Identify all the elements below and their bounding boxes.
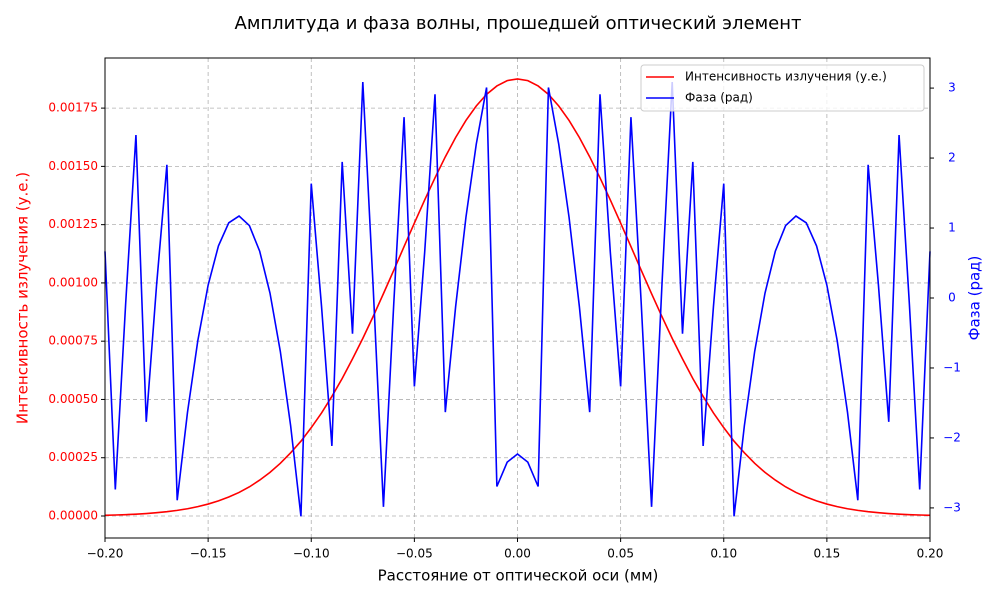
x-tick-label: 0.15 xyxy=(814,547,841,561)
y-tick-label: 0.00075 xyxy=(48,334,98,348)
y2-axis-label: Фаза (рад) xyxy=(966,256,984,341)
plot-frame xyxy=(104,57,931,539)
x-tick-label: −0.10 xyxy=(293,547,330,561)
y2-tick-label: 2 xyxy=(948,151,956,165)
x-axis-label: Расстояние от оптической оси (мм) xyxy=(378,567,659,585)
y2-tick-label: 1 xyxy=(948,221,956,235)
x-tick-label: −0.15 xyxy=(190,547,227,561)
y-tick-label: 0.00175 xyxy=(48,101,98,115)
y-tick-label: 0.00125 xyxy=(48,217,98,231)
series-line xyxy=(104,82,931,517)
x-tick-label: 0.10 xyxy=(710,547,737,561)
y-axis-label: Интенсивность излучения (у.е.) xyxy=(14,172,32,424)
legend-label: Фаза (рад) xyxy=(685,91,753,105)
y2-tick-label: −3 xyxy=(943,500,961,514)
x-tick-label: 0.00 xyxy=(504,547,531,561)
y2-tick-label: 3 xyxy=(948,81,956,95)
y2-tick-label: −1 xyxy=(943,360,961,374)
legend-box xyxy=(640,64,925,112)
y-tick-label: 0.00025 xyxy=(48,450,98,464)
y-tick-label: 0.00100 xyxy=(48,275,98,289)
chart-title: Амплитуда и фаза волны, прошедшей оптиче… xyxy=(235,13,802,34)
legend-label: Интенсивность излучения (у.е.) xyxy=(685,70,887,84)
y-tick-label: 0.00050 xyxy=(48,392,98,406)
y-tick-label: 0.00000 xyxy=(48,508,98,522)
x-tick-label: 0.20 xyxy=(917,547,944,561)
x-tick-label: −0.05 xyxy=(396,547,433,561)
x-tick-label: 0.05 xyxy=(607,547,634,561)
y2-tick-label: −2 xyxy=(943,430,961,444)
x-tick-label: −0.20 xyxy=(87,547,124,561)
y2-tick-label: 0 xyxy=(948,291,956,305)
series-line xyxy=(104,78,931,517)
y-tick-label: 0.00150 xyxy=(48,159,98,173)
